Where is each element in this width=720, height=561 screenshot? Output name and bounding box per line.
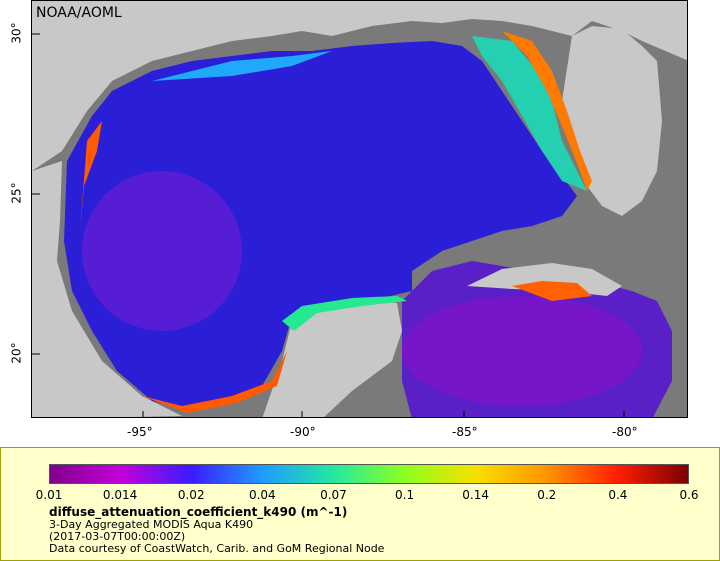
lat-tick-label: 20° xyxy=(9,342,24,364)
lat-tick-label: 25° xyxy=(9,182,24,204)
colorbar-tick-label: 0.6 xyxy=(679,488,699,502)
colorbar-tick-label: 0.1 xyxy=(395,488,415,502)
data-credit: Data courtesy of CoastWatch, Carib. and … xyxy=(49,542,385,555)
colorbar-tick-label: 0.01 xyxy=(35,488,63,502)
colorbar xyxy=(49,464,689,484)
cuba-island xyxy=(467,263,622,296)
florida-coast-band xyxy=(502,31,592,191)
colorbar-tick-label: 0.014 xyxy=(102,488,138,502)
florida-shelf-band xyxy=(472,36,587,191)
colorbar-tick-label: 0.02 xyxy=(177,488,205,502)
louisiana-shelf xyxy=(152,51,332,81)
lon-tick-label: -80° xyxy=(612,425,638,439)
colorbar-tick-label: 0.4 xyxy=(608,488,628,502)
lon-tick-label: -95° xyxy=(127,425,153,439)
colorbar-tick-label: 0.04 xyxy=(248,488,276,502)
map-source-label: NOAA/AOML xyxy=(36,5,122,21)
colorbar-tick-label: 0.14 xyxy=(462,488,490,502)
mexico-shelf-band xyxy=(80,121,102,231)
purple-patch-west xyxy=(82,171,242,331)
cuba-shelf xyxy=(512,281,592,301)
mexico-landmass xyxy=(32,161,182,417)
mexico-south-shelf xyxy=(142,351,287,413)
legend-panel: 0.01 0.014 0.02 0.04 0.07 0.1 0.14 0.2 0.4 0.6 di… xyxy=(0,447,720,561)
variable-title: diffuse_attenuation_coefficient_k490 (m^… xyxy=(49,505,348,519)
purple-patch-caribbean xyxy=(402,296,642,406)
us-landmass xyxy=(32,1,687,171)
colorbar-tick-label: 0.07 xyxy=(320,488,347,502)
lon-tick-label: -90° xyxy=(290,425,316,439)
yucatan-shelf-band xyxy=(282,296,407,331)
map-panel xyxy=(31,0,688,418)
dataset-time: (2017-03-07T00:00:00Z) xyxy=(49,530,186,543)
ocean-color-map xyxy=(32,1,687,417)
colorbar-labels: 0.01 0.014 0.02 0.04 0.07 0.1 0.14 0.2 0.4 0.6 xyxy=(36,488,699,502)
lon-tick-label: -85° xyxy=(452,425,478,439)
colorbar-tick-label: 0.2 xyxy=(537,488,557,502)
dataset-description: 3-Day Aggregated MODIS Aqua K490 xyxy=(49,518,254,531)
lat-tick-label: 30° xyxy=(9,22,24,44)
yucatan-peninsula xyxy=(262,301,402,417)
